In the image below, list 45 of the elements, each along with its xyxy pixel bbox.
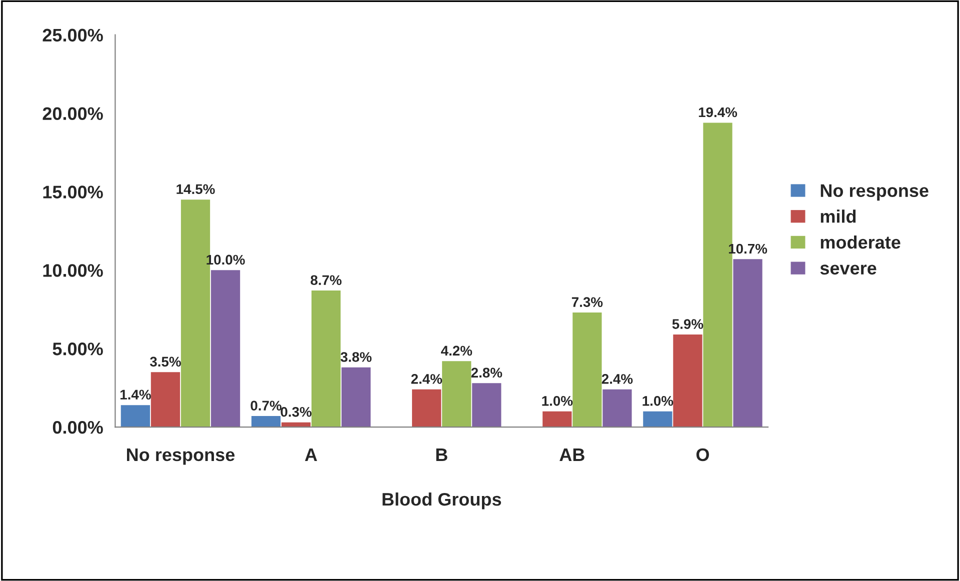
x-tick-label: AB [560,448,584,461]
bar [210,270,240,428]
data-label: 0.3% [280,406,312,417]
bar [602,389,632,428]
data-label: 5.9% [672,319,704,329]
y-tick-label: 0.00% [52,420,103,434]
bar [673,334,702,428]
bar [150,372,180,428]
bar [311,290,341,428]
data-label: 2.8% [471,368,502,378]
legend-label: severe [820,264,876,275]
x-tick-label: B [436,448,448,461]
data-label: 7.3% [572,297,603,308]
bar [442,361,472,428]
data-label: 4.2% [440,346,472,356]
legend-label: No response [820,184,928,201]
x-tick-label: O [696,448,709,462]
data-label: 1.4% [120,390,151,400]
y-tick-label: 20.00% [42,107,103,120]
data-label: 3.5% [150,356,181,367]
data-label: 3.8% [340,352,372,362]
bar [472,383,502,428]
bar [342,367,371,428]
data-label: 2.4% [411,374,442,384]
y-tick-label: 15.00% [43,186,103,198]
bar [120,405,150,428]
bar [733,259,762,428]
bar [572,312,602,428]
bar [412,389,442,428]
x-axis-title: Blood Groups [382,492,502,510]
data-label: 2.4% [602,374,633,384]
legend-label: mild [820,210,856,223]
data-label: 14.5% [176,184,215,194]
data-label: 0.7% [250,400,282,411]
x-tick-label: No response [127,448,235,465]
bar [643,411,672,428]
bar [542,411,572,428]
data-label: 19.4% [698,107,738,118]
x-tick-label: A [304,448,318,461]
y-tick-label: 5.00% [52,342,103,356]
bar [251,416,281,428]
y-tick-label: 10.00% [43,264,103,277]
data-label: 8.7% [310,275,342,286]
y-tick-label: 25.00% [42,28,103,42]
legend-label: moderate [820,235,900,249]
